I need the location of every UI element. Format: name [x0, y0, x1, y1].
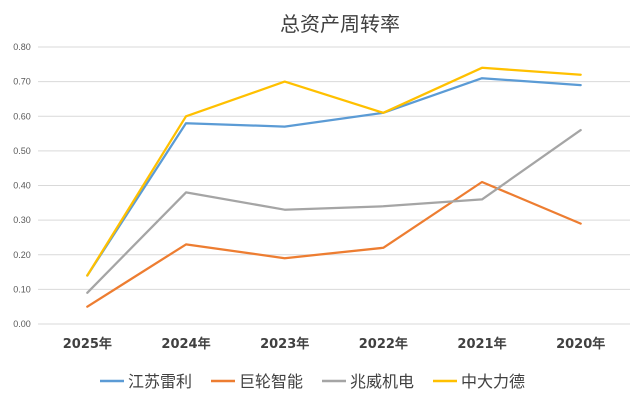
legend-label: 巨轮智能 — [239, 372, 303, 391]
series-line — [86, 77, 582, 277]
legend-entry: 江苏雷利 — [100, 372, 192, 391]
x-tick-label: 2025年 — [63, 336, 112, 352]
y-tick-label: 0.10 — [13, 284, 31, 294]
y-tick-label: 0.80 — [13, 42, 31, 52]
legend-label: 兆威机电 — [350, 372, 414, 391]
x-axis-tick-labels: 2025年 2024年 2023年 2022年 2021年 2020年 — [63, 336, 606, 352]
series-line — [86, 180, 582, 308]
gridlines — [38, 46, 630, 325]
chart-title: 总资产周转率 — [280, 12, 400, 36]
x-tick-label: 2020年 — [556, 336, 605, 352]
x-tick-label: 2023年 — [260, 336, 309, 352]
x-tick-label: 2024年 — [161, 336, 210, 352]
x-tick-label: 2021年 — [457, 336, 506, 352]
y-tick-label: 0.00 — [13, 319, 31, 329]
y-tick-label: 0.60 — [13, 111, 31, 121]
legend-entry: 巨轮智能 — [211, 372, 303, 391]
series-line — [86, 66, 582, 277]
y-tick-label: 0.40 — [13, 181, 31, 191]
legend-entry: 兆威机电 — [322, 372, 414, 391]
y-tick-label: 0.70 — [13, 77, 31, 87]
legend-label: 江苏雷利 — [128, 372, 192, 391]
x-tick-label: 2022年 — [359, 336, 408, 352]
legend-label: 中大力德 — [461, 372, 525, 391]
legend: 江苏雷利 巨轮智能 兆威机电 中大力德 — [100, 372, 525, 391]
legend-entry: 中大力德 — [433, 372, 525, 391]
y-tick-label: 0.20 — [13, 250, 31, 260]
y-tick-label: 0.50 — [13, 146, 31, 156]
y-tick-label: 0.30 — [13, 215, 31, 225]
series-line — [86, 128, 582, 294]
series-lines — [86, 66, 582, 308]
y-axis-tick-labels: 0.00 0.10 0.20 0.30 0.40 0.50 0.60 0.70 0.80 — [13, 42, 31, 329]
